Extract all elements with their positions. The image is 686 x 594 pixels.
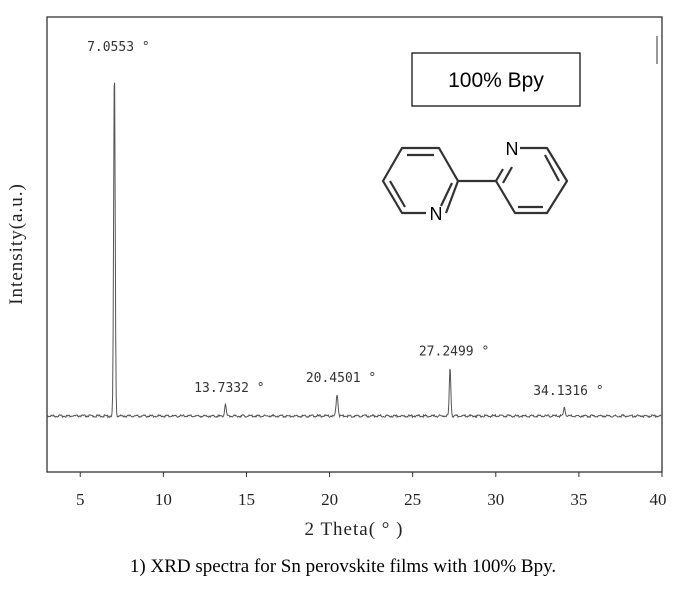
- peak-label-1: 7.0553 °: [87, 40, 150, 55]
- y-axis-title: Intensity(a.u.): [6, 183, 27, 305]
- x-axis-tick-labels: 5 10 15 20 25 30 35 40: [76, 490, 667, 509]
- x-axis-title: 2 Theta( ° ): [305, 519, 404, 540]
- legend: 100% Bpy: [411, 52, 581, 107]
- plot-frame: [46, 16, 663, 473]
- figure-caption: 1) XRD spectra for Sn perovskite films w…: [129, 556, 557, 577]
- x-tick-label-5: 5: [76, 490, 85, 509]
- x-tick-label-15: 15: [238, 490, 255, 509]
- legend-box: [411, 52, 581, 107]
- x-tick-label-30: 30: [487, 490, 504, 509]
- right-ring-double-bonds: [502, 154, 560, 209]
- left-pyridine-ring: [381, 146, 459, 215]
- left-ring-bond: [444, 180, 460, 214]
- x-tick-label-10: 10: [155, 490, 172, 509]
- x-tick-label-40: 40: [650, 490, 667, 509]
- nitrogen-label-right: N: [506, 139, 519, 159]
- peak-label-4: 27.2499 °: [419, 345, 489, 360]
- x-tick-label-35: 35: [570, 490, 587, 509]
- legend-text: 100% Bpy: [448, 69, 544, 92]
- right-pyridine-ring: [495, 146, 569, 215]
- x-axis-ticks: [79, 472, 663, 477]
- peak-labels: 7.0553 ° 13.7332 ° 20.4501 ° 27.2499 ° 34.13…: [87, 40, 604, 399]
- bipyridine-structure: N N: [381, 139, 569, 224]
- nitrogen-label-left: N: [430, 204, 443, 224]
- x-tick-label-20: 20: [321, 490, 338, 509]
- peak-label-3: 20.4501 °: [306, 371, 376, 386]
- peak-label-2: 13.7332 °: [194, 381, 264, 396]
- left-ring-double-bonds: [389, 153, 453, 208]
- x-tick-label-25: 25: [404, 490, 421, 509]
- peak-label-5: 34.1316 °: [533, 384, 603, 399]
- series-line-100-bpy: [46, 82, 663, 419]
